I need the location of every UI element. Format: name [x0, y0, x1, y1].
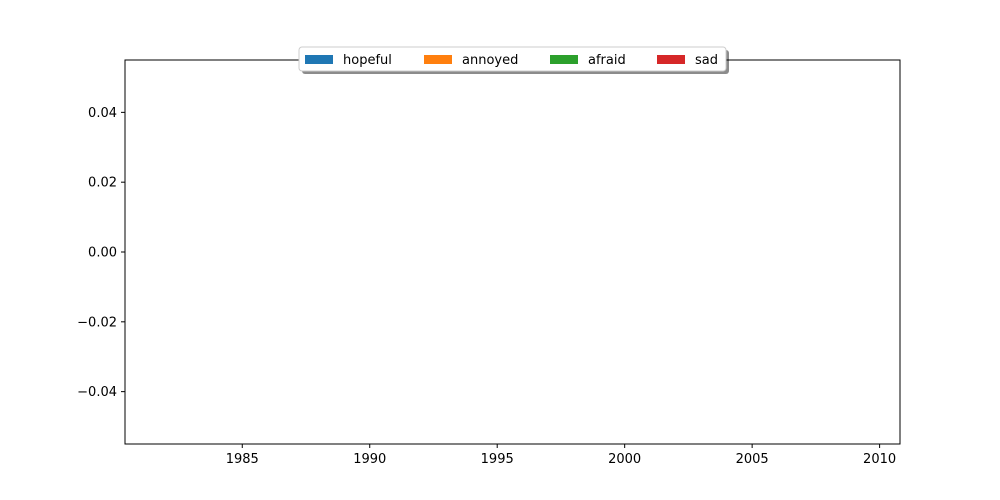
legend-label: sad — [695, 53, 718, 68]
x-tick-label: 1990 — [353, 452, 386, 467]
legend-item-hopeful: hopeful — [305, 53, 392, 68]
x-tick-label: 2005 — [736, 452, 769, 467]
x-tick-label: 1995 — [481, 452, 514, 467]
y-tick-label: −0.02 — [77, 315, 117, 330]
legend-label: annoyed — [462, 53, 518, 68]
legend-swatch — [657, 55, 685, 64]
x-tick-label: 2000 — [608, 452, 641, 467]
legend-swatch — [305, 55, 333, 64]
legend-label: hopeful — [343, 53, 392, 68]
legend-label: afraid — [588, 53, 626, 68]
y-axis: 0.04 0.02 0.00 −0.02 −0.04 — [77, 106, 125, 400]
y-tick-label: 0.00 — [88, 246, 117, 261]
x-tick-label: 2010 — [863, 452, 896, 467]
x-tick-label: 1985 — [226, 452, 259, 467]
legend-frame — [298, 46, 727, 72]
legend-item-sad: sad — [657, 53, 718, 68]
y-tick-label: 0.02 — [88, 176, 117, 191]
legend: hopeful annoyed afraid sad — [298, 46, 729, 74]
plot-area — [124, 59, 901, 445]
y-tick-label: −0.04 — [77, 385, 117, 400]
legend-item-annoyed: annoyed — [424, 53, 518, 68]
y-tick-label: 0.04 — [88, 106, 117, 121]
x-axis: 1985 1990 1995 2000 2005 2010 — [226, 444, 896, 467]
legend-swatch — [424, 55, 452, 64]
legend-item-afraid: afraid — [550, 53, 626, 68]
plot-frame — [124, 59, 901, 445]
legend-swatch — [550, 55, 578, 64]
